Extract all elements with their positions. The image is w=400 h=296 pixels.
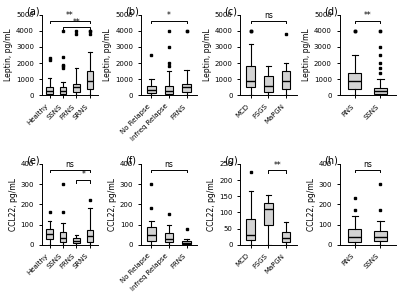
Text: **: **	[72, 18, 80, 27]
PathPatch shape	[182, 241, 191, 244]
Text: ns: ns	[363, 160, 372, 169]
Text: (g): (g)	[224, 156, 238, 166]
Y-axis label: CCL22, pg/mL: CCL22, pg/mL	[306, 178, 316, 231]
PathPatch shape	[73, 238, 80, 243]
Text: (a): (a)	[26, 7, 40, 17]
PathPatch shape	[264, 76, 273, 92]
PathPatch shape	[165, 86, 174, 94]
PathPatch shape	[86, 230, 93, 242]
PathPatch shape	[264, 203, 273, 225]
Text: (b): (b)	[125, 7, 139, 17]
PathPatch shape	[46, 87, 53, 94]
Text: **: **	[364, 11, 372, 20]
PathPatch shape	[60, 232, 66, 242]
Text: ns: ns	[65, 160, 74, 169]
PathPatch shape	[282, 232, 290, 242]
PathPatch shape	[282, 71, 290, 89]
PathPatch shape	[374, 88, 387, 94]
PathPatch shape	[246, 219, 255, 240]
Y-axis label: CCL22, pg/mL: CCL22, pg/mL	[9, 178, 18, 231]
Y-axis label: CCL22, pg/mL: CCL22, pg/mL	[108, 178, 117, 231]
PathPatch shape	[86, 71, 93, 89]
PathPatch shape	[165, 233, 174, 242]
Text: ns: ns	[264, 11, 273, 20]
Text: (d): (d)	[324, 7, 338, 17]
PathPatch shape	[348, 229, 361, 242]
Text: (h): (h)	[324, 156, 338, 166]
PathPatch shape	[246, 66, 255, 87]
Text: (e): (e)	[26, 156, 40, 166]
Text: ns: ns	[165, 160, 174, 169]
Text: **: **	[273, 160, 281, 170]
PathPatch shape	[182, 84, 191, 92]
PathPatch shape	[147, 86, 156, 93]
Y-axis label: CCL22, pg/mL: CCL22, pg/mL	[207, 178, 216, 231]
Text: (c): (c)	[224, 7, 238, 17]
Text: *: *	[167, 11, 171, 20]
Y-axis label: Leptin, pg/mL: Leptin, pg/mL	[302, 29, 311, 81]
Text: *: *	[81, 170, 85, 179]
Text: **: **	[66, 11, 74, 20]
PathPatch shape	[348, 73, 361, 89]
PathPatch shape	[147, 226, 156, 241]
Text: (f): (f)	[125, 156, 136, 166]
PathPatch shape	[374, 231, 387, 241]
Y-axis label: Leptin, pg/mL: Leptin, pg/mL	[4, 29, 13, 81]
Y-axis label: Leptin, pg/mL: Leptin, pg/mL	[104, 29, 112, 81]
PathPatch shape	[73, 84, 80, 92]
PathPatch shape	[60, 87, 66, 94]
PathPatch shape	[46, 229, 53, 239]
Y-axis label: Leptin, pg/mL: Leptin, pg/mL	[203, 29, 212, 81]
